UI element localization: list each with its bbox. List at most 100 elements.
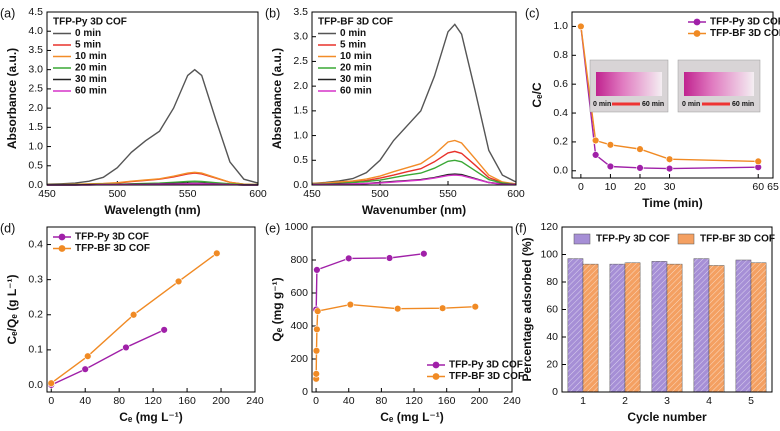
y-tick-label: 4.5 bbox=[28, 6, 43, 18]
panel-label: (f) bbox=[515, 221, 527, 235]
bar-hatch bbox=[709, 265, 725, 392]
x-tick-label: 4 bbox=[706, 395, 712, 407]
marker bbox=[174, 277, 183, 286]
plot-frame bbox=[571, 11, 774, 179]
legend-swatch bbox=[432, 361, 440, 369]
x-tick-label: 0 bbox=[313, 395, 319, 407]
x-tick-label: 40 bbox=[343, 395, 355, 407]
y-tick-label: 0.1 bbox=[28, 344, 43, 356]
x-tick-label: 200 bbox=[212, 395, 230, 407]
y-tick-label: 0.8 bbox=[553, 49, 568, 61]
panel: (c) Cₑ/C Time (min) 0.0 0.2 0.4 0.6 0.8 1.0 0 10 20… bbox=[525, 6, 780, 210]
legend-title: TFP-BF 3D COF bbox=[318, 17, 393, 28]
marker bbox=[471, 302, 479, 311]
bar-hatch bbox=[583, 264, 599, 392]
y-tick-label: 20 bbox=[546, 358, 558, 370]
legend-swatch bbox=[677, 233, 695, 245]
series-line bbox=[50, 329, 165, 386]
x-axis-label: Wavenumber (nm) bbox=[362, 203, 466, 217]
marker bbox=[47, 379, 55, 387]
y-axis-label: Cₑ/C bbox=[530, 82, 544, 108]
legend-label: 0 min bbox=[75, 28, 101, 39]
plot-frame bbox=[561, 226, 773, 393]
legend-title: TFP-Py 3D COF bbox=[53, 17, 127, 28]
y-tick-label: 100 bbox=[540, 248, 558, 260]
marker bbox=[591, 151, 600, 159]
inset-photo: 0 min 60 min 0 min 60 min bbox=[589, 59, 761, 113]
legend-label: TFP-Py 3D COF bbox=[596, 234, 670, 245]
legend-label: 30 min bbox=[75, 74, 107, 85]
y-tick-label: 400 bbox=[290, 320, 308, 332]
y-tick-label: 0 bbox=[302, 386, 308, 398]
x-tick-label: 120 bbox=[144, 395, 162, 407]
series-line bbox=[312, 174, 516, 186]
marker bbox=[346, 300, 355, 309]
bar-hatch bbox=[567, 258, 583, 392]
panel: (b) Absorbance (a.u.) Wavenumber (nm) 0.0 0.… bbox=[265, 6, 525, 217]
marker bbox=[438, 304, 447, 312]
series-line bbox=[311, 139, 517, 185]
legend-label: TFP-Py 3D COF bbox=[75, 232, 149, 243]
x-tick-label: 160 bbox=[438, 395, 456, 407]
legend-label: TFP-BF 3D COF bbox=[700, 234, 775, 245]
y-tick-label: 0.0 bbox=[28, 179, 43, 191]
legend-label: TFP-Py 3D COF bbox=[449, 360, 523, 371]
y-tick-label: 2.0 bbox=[28, 102, 43, 114]
bar-hatch bbox=[735, 260, 751, 392]
y-tick-label: 0.3 bbox=[28, 273, 43, 285]
y-axis-label: Qₑ (mg g⁻¹) bbox=[270, 277, 284, 341]
x-tick-label: 240 bbox=[246, 395, 264, 407]
marker bbox=[636, 164, 644, 172]
y-tick-label: 0.0 bbox=[553, 165, 568, 177]
x-axis-label: Cycle number bbox=[627, 410, 707, 424]
x-tick-label: 160 bbox=[178, 395, 196, 407]
y-tick-label: 120 bbox=[540, 221, 558, 233]
marker bbox=[394, 304, 402, 313]
x-axis-label: Time (min) bbox=[642, 196, 702, 210]
marker bbox=[345, 254, 353, 263]
series-line bbox=[580, 26, 759, 163]
marker bbox=[636, 145, 644, 153]
panel: (f) Percentage adsorbed (%) Cycle number 0 2… bbox=[515, 221, 775, 424]
x-tick-label: 240 bbox=[503, 395, 521, 407]
y-tick-label: 0.0 bbox=[293, 179, 308, 191]
x-tick-label: 500 bbox=[109, 188, 127, 200]
panel: (d) Cₑ/Qₑ (g L⁻¹) Cₑ (mg L⁻¹) 0.0 0.1 0.2 0.3 0… bbox=[0, 221, 264, 424]
marker bbox=[81, 365, 89, 373]
y-tick-label: 2.5 bbox=[28, 83, 43, 95]
legend-label: TFP-BF 3D COF bbox=[710, 28, 780, 39]
y-tick-label: 0.2 bbox=[553, 136, 568, 148]
marker bbox=[665, 164, 674, 173]
series-line bbox=[580, 26, 759, 170]
x-tick-label: 5 bbox=[748, 395, 754, 407]
y-axis-label: Absorbance (a.u.) bbox=[5, 48, 19, 149]
x-tick-label: 450 bbox=[303, 188, 321, 200]
bar-hatch bbox=[751, 262, 767, 392]
x-tick-label: 80 bbox=[113, 395, 125, 407]
marker bbox=[312, 347, 321, 355]
inset-label: 0 min bbox=[682, 101, 700, 108]
marker bbox=[606, 162, 615, 171]
marker bbox=[213, 249, 221, 258]
x-tick-label: 80 bbox=[376, 395, 388, 407]
bar-hatch bbox=[651, 261, 667, 392]
x-tick-label: 20 bbox=[634, 181, 646, 193]
marker bbox=[420, 250, 428, 258]
legend-swatch bbox=[693, 18, 701, 26]
x-tick-label: 0 bbox=[48, 395, 54, 407]
y-axis-label: Cₑ/Qₑ (g L⁻¹) bbox=[5, 274, 19, 344]
y-axis-label: Percentage adsorbed (%) bbox=[520, 237, 534, 381]
x-tick-label: 600 bbox=[507, 188, 525, 200]
x-tick-label: 60 bbox=[752, 181, 764, 193]
x-tick-label: 500 bbox=[371, 188, 389, 200]
y-tick-label: 1.5 bbox=[293, 105, 308, 117]
series-line bbox=[311, 23, 517, 185]
x-tick-label: 1 bbox=[580, 395, 586, 407]
legend-label: TFP-Py 3D COF bbox=[710, 17, 780, 28]
marker bbox=[313, 266, 321, 274]
legend-label: 20 min bbox=[340, 63, 372, 74]
x-tick-label: 0 bbox=[578, 181, 584, 193]
y-tick-label: 40 bbox=[546, 331, 558, 343]
y-tick-label: 1.0 bbox=[293, 129, 308, 141]
